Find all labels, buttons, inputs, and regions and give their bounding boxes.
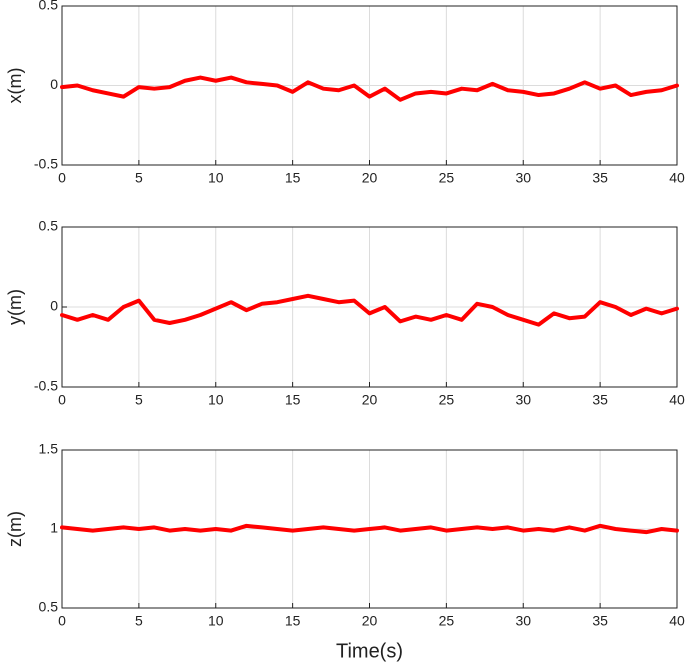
- x-tick-label: 30: [515, 170, 531, 186]
- y-tick-label: 0: [50, 76, 58, 92]
- data-line: [60, 75, 679, 102]
- x-tick-label: 15: [285, 170, 301, 186]
- x-tick-label: 40: [669, 392, 685, 408]
- y-axis-label: z(m): [5, 511, 25, 547]
- y-axis-label: y(m): [5, 289, 25, 325]
- y-tick-label: -0.5: [34, 378, 58, 394]
- x-tick-label: 30: [515, 613, 531, 629]
- x-tick-label: 25: [439, 170, 455, 186]
- y-tick-label: 1: [50, 520, 58, 536]
- y-axis-label: x(m): [5, 68, 25, 104]
- x-tick-label: 35: [592, 613, 608, 629]
- y-tick-label: 0.5: [39, 218, 59, 234]
- x-tick-label: 5: [135, 170, 143, 186]
- x-tick-label: 5: [135, 613, 143, 629]
- y-tick-label: 1.5: [39, 441, 59, 457]
- x-tick-label: 10: [208, 613, 224, 629]
- x-tick-label: 20: [362, 170, 378, 186]
- x-tick-label: 5: [135, 392, 143, 408]
- x-axis-label: Time(s): [336, 640, 403, 662]
- x-tick-label: 25: [439, 613, 455, 629]
- x-tick-label: 30: [515, 392, 531, 408]
- x-tick-label: 20: [362, 392, 378, 408]
- y-tick-label: 0: [50, 298, 58, 314]
- x-tick-label: 10: [208, 392, 224, 408]
- data-line: [60, 293, 679, 327]
- x-tick-label: 0: [58, 392, 66, 408]
- x-tick-label: 20: [362, 613, 378, 629]
- x-tick-label: 40: [669, 613, 685, 629]
- x-tick-label: 15: [285, 392, 301, 408]
- y-tick-label: 0.5: [39, 599, 59, 615]
- x-tick-label: 0: [58, 170, 66, 186]
- x-tick-label: 35: [592, 170, 608, 186]
- x-tick-label: 10: [208, 170, 224, 186]
- y-tick-label: 0.5: [39, 0, 59, 13]
- x-tick-label: 25: [439, 392, 455, 408]
- y-tick-label: -0.5: [34, 156, 58, 172]
- x-tick-label: 35: [592, 392, 608, 408]
- x-tick-label: 40: [669, 170, 685, 186]
- x-tick-label: 15: [285, 613, 301, 629]
- data-line: [60, 523, 679, 535]
- x-tick-label: 0: [58, 613, 66, 629]
